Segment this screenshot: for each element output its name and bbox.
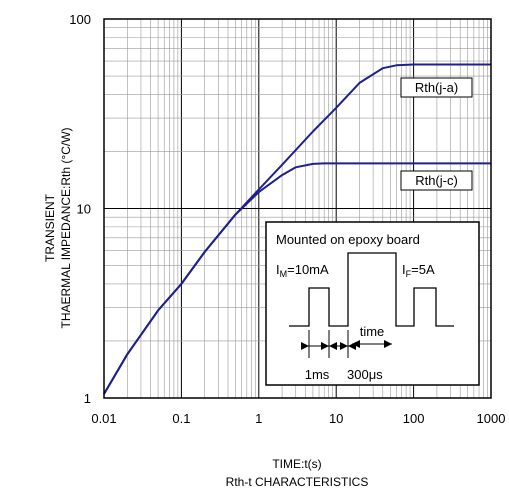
x-tick-label: 10 (329, 411, 343, 426)
plot-frame (103, 18, 492, 399)
series-layer (103, 63, 491, 395)
legend-rth-j-a-label: Rth(j-a) (415, 80, 458, 95)
y-axis-title-line1: TRANSIENT (43, 193, 57, 262)
x-axis-title: TIME:t(s) (272, 457, 321, 471)
x-tick-label: 100 (403, 411, 425, 426)
legend-rth-j-c-label: Rth(j-c) (415, 173, 458, 188)
if-label: IF=5A (402, 262, 435, 279)
x-tick-label: 0.1 (172, 411, 190, 426)
legend-rth-j-a: Rth(j-a) (400, 77, 473, 98)
chart-title: Rth-t CHARACTERISTICS (226, 475, 369, 489)
y-axis-title-line2: THAERMAL IMPEDANCE:Rth (°C/W) (59, 127, 73, 328)
x-tick-label: 0.01 (91, 411, 116, 426)
y-tick-label: 100 (69, 12, 91, 27)
mounting-note-box (265, 221, 480, 386)
x-tick-label: 1000 (477, 411, 506, 426)
y-tick-label: 1 (84, 391, 91, 406)
pulse-300us-label: 300μs (347, 367, 383, 382)
pulse-1ms-label: 1ms (305, 367, 330, 382)
im-label: IM=10mA (276, 262, 329, 279)
legend-rth-j-c: Rth(j-c) (400, 170, 473, 191)
mounting-note: Mounted on epoxy board IM=10mA IF=5A tim… (265, 221, 480, 386)
time-label: time (360, 324, 385, 339)
series-line-rth-j-c (103, 162, 491, 395)
x-tick-label: 1 (255, 411, 262, 426)
tick-labels: 0.01 0.1 1 10 100 1000 1 10 100 (69, 12, 505, 426)
mounting-note-heading: Mounted on epoxy board (276, 232, 420, 247)
pulse-waveform (289, 252, 454, 327)
y-tick-label: 10 (77, 202, 91, 217)
